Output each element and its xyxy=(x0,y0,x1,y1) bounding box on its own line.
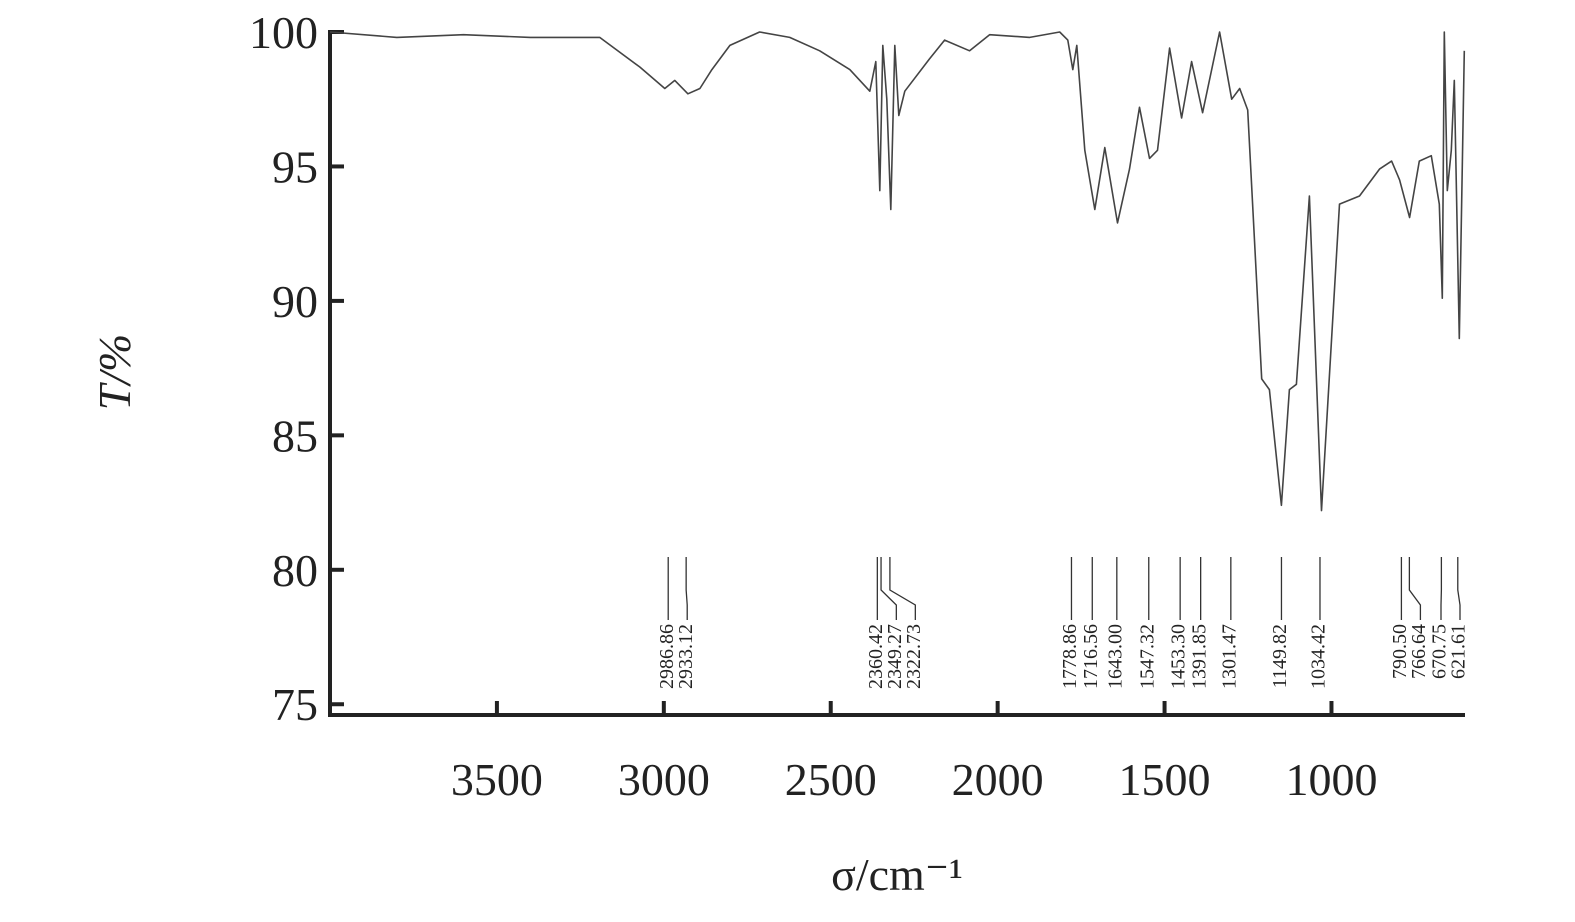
y-tick-label: 75 xyxy=(272,679,318,730)
peak-label: 1453.30 xyxy=(1168,624,1190,689)
y-tick-label: 80 xyxy=(272,545,318,596)
peak-label: 1391.85 xyxy=(1188,624,1210,689)
peak-label: 766.64 xyxy=(1408,624,1430,679)
x-tick-label: 3000 xyxy=(618,754,710,805)
x-tick-label: 1500 xyxy=(1119,754,1211,805)
y-tick-label: 85 xyxy=(272,410,318,461)
peak-marker xyxy=(686,557,687,620)
peak-label: 1034.42 xyxy=(1308,624,1330,689)
x-tick-label: 2000 xyxy=(952,754,1044,805)
peak-marker xyxy=(1458,557,1460,620)
peak-marker xyxy=(881,557,896,620)
x-tick-label: 2500 xyxy=(785,754,877,805)
x-axis-label: σ/cm⁻¹ xyxy=(831,849,963,900)
peak-marker xyxy=(1409,557,1420,620)
peak-label: 2933.12 xyxy=(675,624,697,689)
x-tick-label: 1000 xyxy=(1285,754,1377,805)
peak-label: 1778.86 xyxy=(1059,624,1081,689)
y-tick-label: 95 xyxy=(272,141,318,192)
peak-label: 1643.00 xyxy=(1104,624,1126,689)
y-axis-label: T/% xyxy=(89,334,140,411)
spectrum-line xyxy=(330,32,1464,511)
y-tick-label: 100 xyxy=(249,7,318,58)
peak-marker xyxy=(890,557,915,620)
peak-label: 621.61 xyxy=(1448,624,1470,679)
peak-label: 1716.56 xyxy=(1080,624,1102,689)
x-tick-label: 3500 xyxy=(451,754,543,805)
peak-label: 2322.73 xyxy=(903,624,925,689)
peak-label: 1149.82 xyxy=(1269,624,1291,688)
peak-label: 1301.47 xyxy=(1218,624,1240,689)
peak-label: 1547.32 xyxy=(1136,624,1158,689)
y-tick-label: 90 xyxy=(272,276,318,327)
